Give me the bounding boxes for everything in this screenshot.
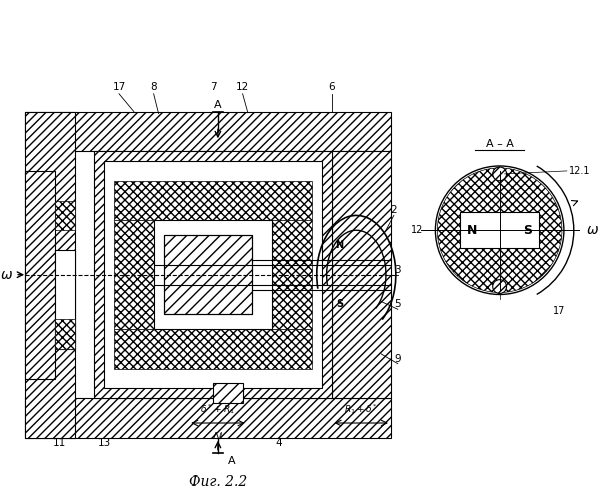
Text: $\omega$: $\omega$ xyxy=(0,268,13,281)
Bar xyxy=(25,398,391,438)
Bar xyxy=(213,384,242,403)
Text: S: S xyxy=(523,224,532,236)
Bar xyxy=(154,220,272,329)
Bar xyxy=(332,151,391,398)
Text: 8: 8 xyxy=(151,82,157,92)
Bar xyxy=(25,171,55,378)
Bar xyxy=(104,161,322,388)
Text: 5: 5 xyxy=(395,300,401,310)
Text: A: A xyxy=(214,100,222,110)
Circle shape xyxy=(493,167,506,181)
Bar xyxy=(25,112,74,438)
Text: $\omega$: $\omega$ xyxy=(586,223,599,237)
Text: 7: 7 xyxy=(209,82,216,92)
Bar xyxy=(55,250,74,349)
Text: 17: 17 xyxy=(112,82,125,92)
Bar xyxy=(164,235,253,314)
Text: 12: 12 xyxy=(411,225,424,235)
Circle shape xyxy=(437,168,562,292)
Bar xyxy=(114,181,312,220)
Text: $\delta^*+R_1$: $\delta^*+R_1$ xyxy=(200,402,235,416)
Text: A: A xyxy=(228,456,235,466)
Bar xyxy=(55,319,74,349)
Text: Фиг. 2.2: Фиг. 2.2 xyxy=(189,476,247,490)
Bar xyxy=(114,220,154,329)
Bar xyxy=(114,329,312,368)
Text: A – A: A – A xyxy=(486,139,514,149)
Text: 2: 2 xyxy=(391,206,397,216)
Text: S: S xyxy=(336,300,343,310)
Text: N: N xyxy=(335,240,344,250)
Text: 6: 6 xyxy=(328,82,335,92)
Text: 3: 3 xyxy=(395,265,401,275)
Text: 9: 9 xyxy=(395,354,401,364)
Text: 12.1: 12.1 xyxy=(569,166,590,176)
Circle shape xyxy=(436,166,564,294)
Bar xyxy=(94,151,332,398)
Text: 12: 12 xyxy=(236,82,249,92)
Text: 4: 4 xyxy=(276,438,283,448)
Bar xyxy=(25,112,391,151)
Text: N: N xyxy=(467,224,477,236)
Text: 11: 11 xyxy=(53,438,67,448)
Text: $\Delta\ell$: $\Delta\ell$ xyxy=(212,430,224,441)
Bar xyxy=(272,220,312,329)
Bar xyxy=(164,235,253,314)
Text: 13: 13 xyxy=(98,438,111,448)
Text: 17: 17 xyxy=(553,306,565,316)
Bar xyxy=(460,212,539,248)
Text: $R_1+\delta^*$: $R_1+\delta^*$ xyxy=(344,402,378,416)
Bar xyxy=(55,200,74,230)
Circle shape xyxy=(493,280,506,293)
